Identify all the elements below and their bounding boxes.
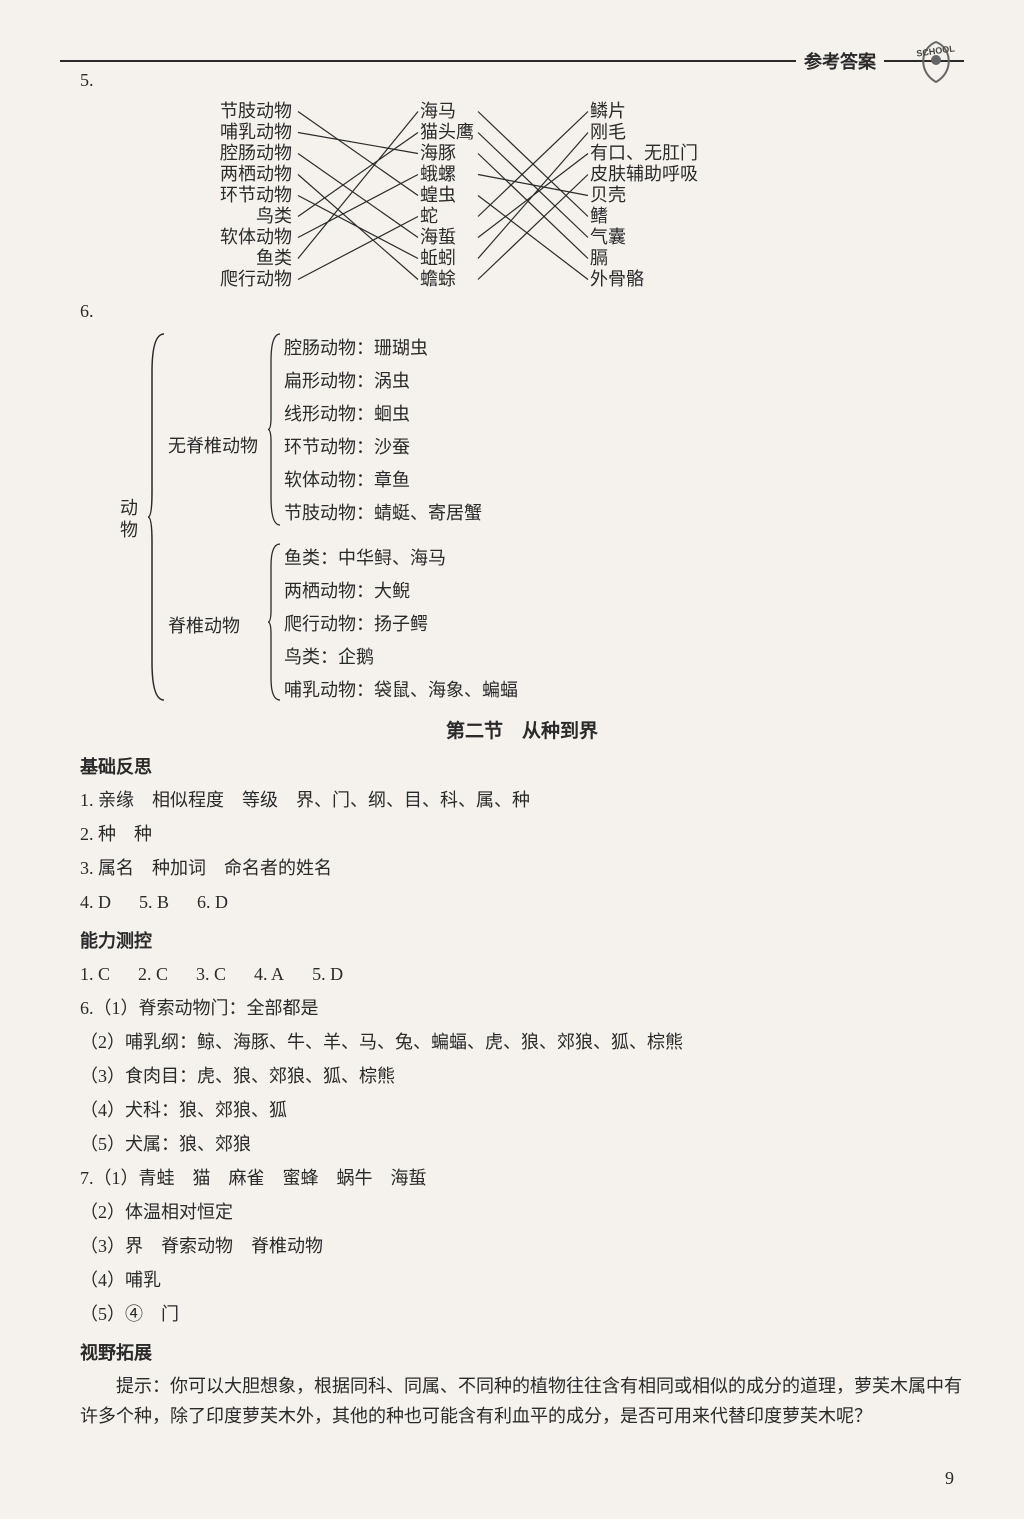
mc-answer: 4. D (80, 887, 111, 917)
mc-answer: 2. C (138, 959, 168, 989)
answer-line: （5）④ 门 (80, 1299, 964, 1329)
answer-line: 6.（1）脊索动物门：全部都是 (80, 993, 964, 1023)
answer-line: （3）界 脊索动物 脊椎动物 (80, 1231, 964, 1261)
header-label: 参考答案 (796, 48, 884, 74)
tree-leaf-list: 腔肠动物：珊瑚虫扁形动物：涡虫线形动物：蛔虫环节动物：沙蚕软体动物：章鱼节肢动物… (284, 332, 482, 530)
answer-line: 7.（1）青蛙 猫 麻雀 蜜蜂 蜗牛 海蜇 (80, 1163, 964, 1193)
mc-answer: 3. C (196, 959, 226, 989)
answer-line: （2）体温相对恒定 (80, 1197, 964, 1227)
tree-sub-bracket-icon (268, 542, 282, 702)
answer-line: （4）哺乳 (80, 1265, 964, 1295)
answer-line: （4）犬科：狼、郊狼、狐 (80, 1095, 964, 1125)
section-2-title: 第二节 从种到界 (80, 716, 964, 743)
tree-branch-label: 无脊椎动物 (168, 432, 268, 458)
mc-answer: 5. D (312, 959, 343, 989)
basics-mc: 4. D 5. B 6. D (80, 887, 964, 917)
tree-leaf: 爬行动物：扬子鳄 (284, 608, 518, 641)
expand-text: 提示：你可以大胆想象，根据同科、同属、不同种的植物往往含有相同或相似的成分的道理… (80, 1371, 964, 1431)
matching-lines (220, 101, 820, 291)
ability-q7: 7.（1）青蛙 猫 麻雀 蜜蜂 蜗牛 海蜇 （2）体温相对恒定 （3）界 脊索动物 … (80, 1163, 964, 1329)
tree-leaf-list: 鱼类：中华鲟、海马两栖动物：大鲵爬行动物：扬子鳄鸟类：企鹅哺乳动物：袋鼠、海象、… (284, 542, 518, 707)
tree-leaf: 哺乳动物：袋鼠、海象、蝙蝠 (284, 674, 518, 707)
tree-leaf: 软体动物：章鱼 (284, 464, 482, 497)
tree-leaf: 线形动物：蛔虫 (284, 398, 482, 431)
ability-mc: 1. C 2. C 3. C 4. A 5. D (80, 959, 964, 989)
answer-line: 2. 种 种 (80, 819, 964, 849)
tree-leaf: 节肢动物：蜻蜓、寄居蟹 (284, 497, 482, 530)
tree-leaf: 鸟类：企鹅 (284, 641, 518, 674)
tree-leaf: 环节动物：沙蚕 (284, 431, 482, 464)
page-number: 9 (945, 1468, 954, 1489)
ability-title: 能力测控 (80, 927, 964, 953)
mc-answer: 1. C (80, 959, 110, 989)
tree-root: 动 物 (120, 497, 140, 541)
basics-title: 基础反思 (80, 753, 964, 779)
tree-main-bracket-icon (148, 332, 166, 702)
mc-answer: 5. B (139, 887, 169, 917)
classification-tree: 动 物 无脊椎动物腔肠动物：珊瑚虫扁形动物：涡虫线形动物：蛔虫环节动物：沙蚕软体… (120, 332, 964, 702)
answer-line: （3）食肉目：虎、狼、郊狼、狐、棕熊 (80, 1061, 964, 1091)
tree-root-char2: 物 (120, 519, 140, 541)
tree-branch-label: 脊椎动物 (168, 612, 268, 638)
ability-q6: 6.（1）脊索动物门：全部都是 （2）哺乳纲：鲸、海豚、牛、羊、马、兔、蝙蝠、虎、… (80, 993, 964, 1159)
answer-line: 1. 亲缘 相似程度 等级 界、门、纲、目、科、属、种 (80, 785, 964, 815)
matching-diagram: 节肢动物哺乳动物腔肠动物两栖动物环节动物鸟类软体动物鱼类爬行动物 海马猫头鹰海豚… (220, 101, 820, 291)
question-6-number: 6. (80, 301, 964, 322)
mc-answer: 4. A (254, 959, 284, 989)
tree-leaf: 腔肠动物：珊瑚虫 (284, 332, 482, 365)
answer-line: 3. 属名 种加词 命名者的姓名 (80, 853, 964, 883)
basics-answers: 1. 亲缘 相似程度 等级 界、门、纲、目、科、属、种 2. 种 种 3. 属名 种… (80, 785, 964, 883)
expand-title: 视野拓展 (80, 1339, 964, 1365)
tree-leaf: 两栖动物：大鲵 (284, 575, 518, 608)
page-content: 5. 节肢动物哺乳动物腔肠动物两栖动物环节动物鸟类软体动物鱼类爬行动物 海马猫头… (60, 70, 964, 1431)
answer-line: （2）哺乳纲：鲸、海豚、牛、羊、马、兔、蝙蝠、虎、狼、郊狼、狐、棕熊 (80, 1027, 964, 1057)
tree-leaf: 扁形动物：涡虫 (284, 365, 482, 398)
tree-sub-bracket-icon (268, 332, 282, 527)
school-badge-icon: SCHOOL (908, 34, 964, 90)
tree-root-char1: 动 (120, 497, 140, 519)
header-rule: 参考答案 SCHOOL (60, 60, 964, 62)
tree-leaf: 鱼类：中华鲟、海马 (284, 542, 518, 575)
mc-answer: 6. D (197, 887, 228, 917)
answer-line: （5）犬属：狼、郊狼 (80, 1129, 964, 1159)
